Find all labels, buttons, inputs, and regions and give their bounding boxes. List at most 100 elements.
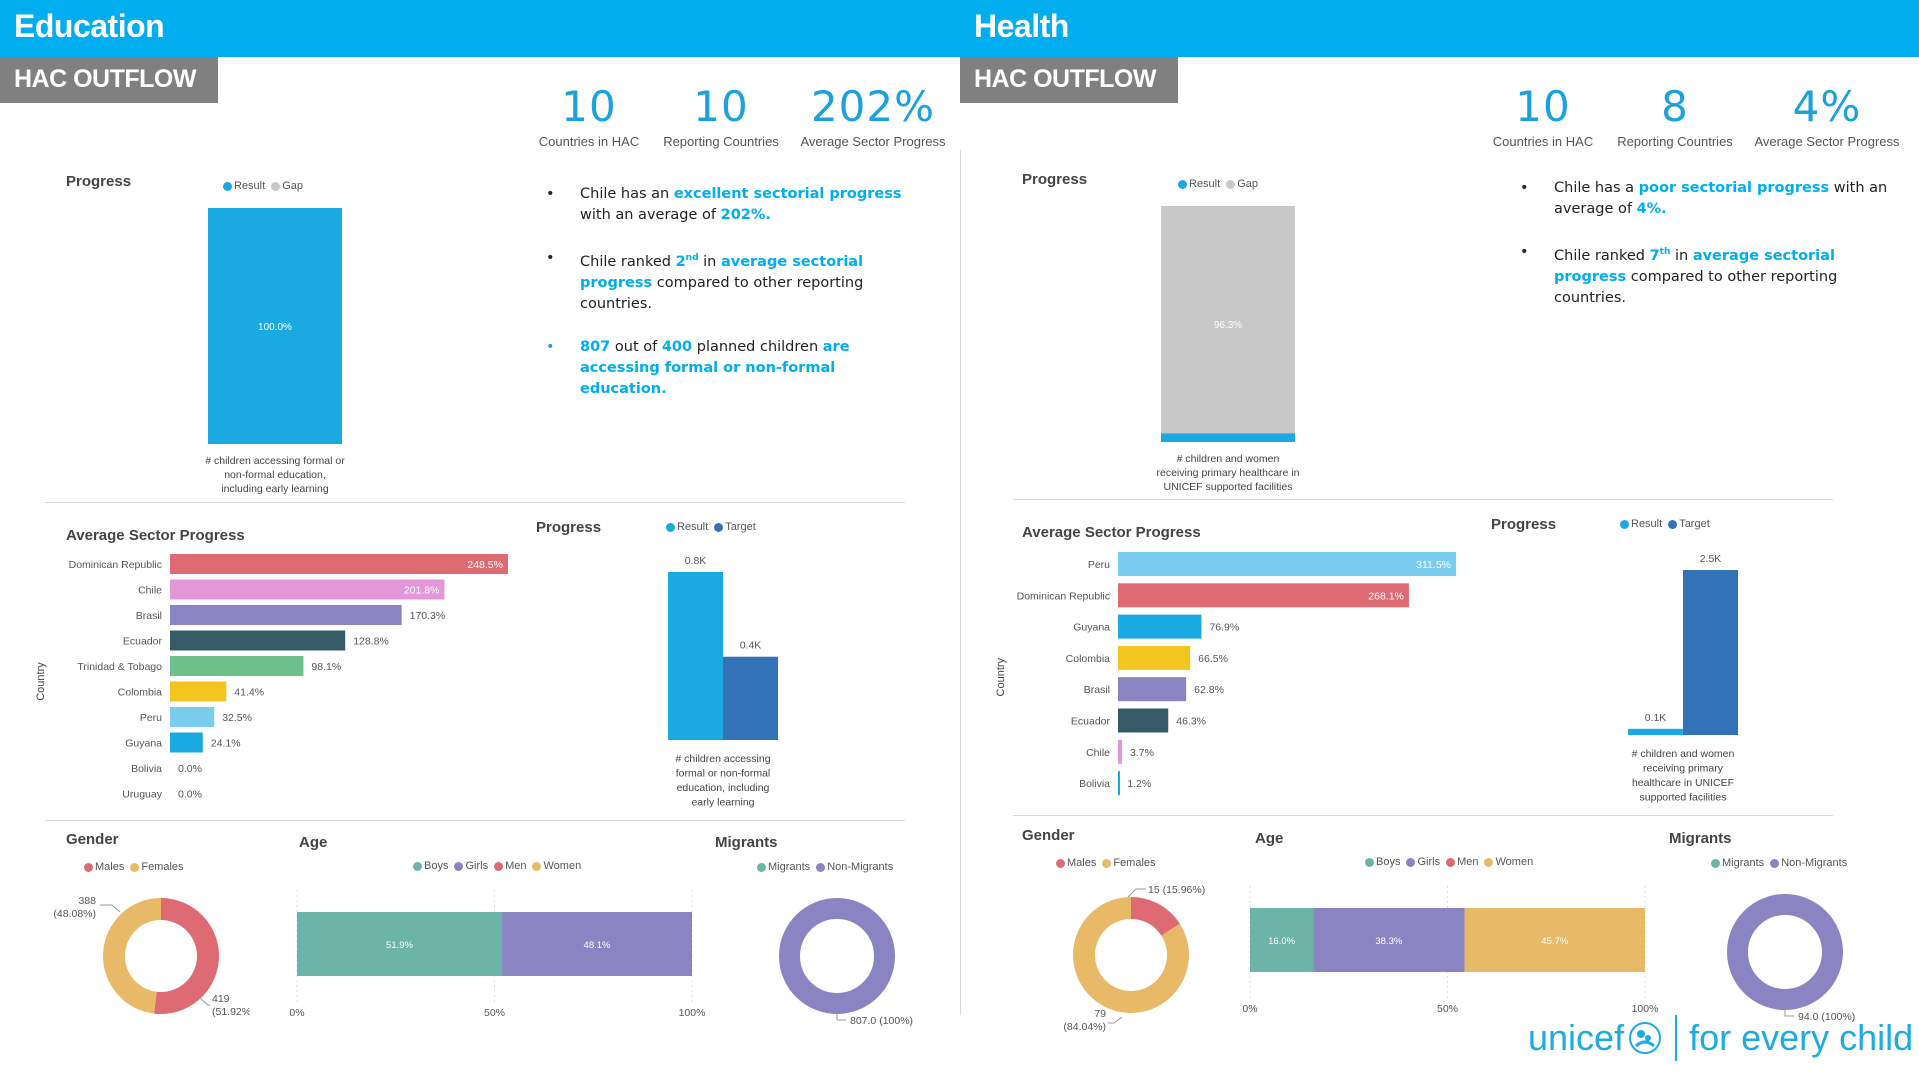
data-label: 79: [1094, 1008, 1106, 1020]
category-label: Guyana: [125, 738, 162, 750]
kpi-value: 10: [693, 82, 749, 131]
insight-bullet: 807 out of 400 planned children are acce…: [546, 337, 926, 400]
health-asp-chart: Country Peru 311.5% Dominican Republic 268.1…: [995, 552, 1456, 796]
data-label: 24.1%: [211, 738, 241, 750]
legend-label: Result: [1189, 178, 1221, 190]
legend-label: Girls: [1417, 856, 1441, 868]
category-label: Brasil: [136, 610, 162, 622]
education-insights: Chile has an excellent sectorial progres…: [546, 184, 926, 422]
rank-suffix: nd: [685, 253, 699, 263]
legend-item-women[interactable]: Women: [1484, 856, 1533, 868]
axis-caption: education, including: [677, 782, 770, 794]
unicef-logo: unicef for every child: [1528, 1015, 1913, 1061]
legend-dot: [271, 181, 281, 191]
data-label: 201.8%: [404, 585, 440, 597]
health-progress-title: Progress: [1022, 171, 1088, 188]
legend-item-target[interactable]: Target: [714, 521, 756, 533]
health-gender-donut: 15 (15.96%) 79(84.04%): [1063, 884, 1205, 1033]
legend-item-non-migrants[interactable]: Non-Migrants: [1770, 857, 1847, 869]
legend-label: Boys: [1376, 856, 1401, 868]
category-label: Trinidad & Tobago: [77, 661, 162, 673]
text: with an average of: [580, 207, 721, 223]
legend-item-females[interactable]: Females: [1102, 857, 1156, 869]
health-title: Health: [974, 8, 1069, 44]
legend-item-males[interactable]: Males: [1056, 857, 1096, 869]
health-gender-legend: Males Females: [1056, 857, 1156, 869]
bar: [1118, 645, 1191, 670]
legend-item-males[interactable]: Males: [84, 861, 124, 873]
category-label: Guyana: [1073, 622, 1110, 634]
axis-caption: formal or non-formal: [676, 768, 771, 780]
education-migrants-title: Migrants: [715, 834, 778, 851]
legend-item-men[interactable]: Men: [494, 860, 526, 872]
data-label: 45.7%: [1541, 936, 1568, 947]
panel-divider: [960, 150, 961, 1015]
legend-item-non-migrants[interactable]: Non-Migrants: [816, 861, 893, 873]
insight-bullet: Chile ranked 2nd in average sectorial pr…: [546, 248, 926, 315]
data-label: 419: [212, 993, 230, 1005]
bar: [170, 681, 227, 702]
legend-label: Girls: [465, 860, 489, 872]
legend-item-girls[interactable]: Girls: [1406, 856, 1440, 868]
donut-slice: [1073, 897, 1189, 1013]
legend-item-result[interactable]: Result: [666, 521, 708, 533]
category-label: Ecuador: [1071, 716, 1111, 728]
legend-item-result[interactable]: Result: [1178, 178, 1220, 190]
health-age-legend: Boys Girls Men Women: [1365, 856, 1533, 868]
legend-item-result[interactable]: Result: [223, 180, 265, 192]
insight-bullet: Chile has an excellent sectorial progres…: [546, 184, 926, 226]
data-label: 46.3%: [1176, 716, 1206, 728]
bar: [170, 605, 402, 625]
education-age-title: Age: [299, 834, 328, 851]
health-rt-legend: Result Target: [1620, 518, 1710, 530]
kpi-value: 8: [1661, 82, 1689, 131]
legend-label: Females: [141, 861, 184, 873]
legend-label: Women: [543, 860, 582, 872]
legend-label: Result: [1631, 518, 1663, 530]
legend-dot: [1446, 857, 1456, 867]
legend-item-migrants[interactable]: Migrants: [757, 861, 810, 873]
education-gender-legend: Males Females: [84, 861, 184, 873]
data-label: 311.5%: [1416, 559, 1451, 571]
legend-item-men[interactable]: Men: [1446, 856, 1478, 868]
data-label: 94.0 (100%): [1798, 1011, 1855, 1023]
bar-result: [208, 208, 342, 444]
insight-bullet: Chile has a poor sectorial progress with…: [1520, 178, 1900, 220]
data-label: 48.1%: [584, 940, 611, 951]
data-label: 170.3%: [410, 610, 446, 622]
tick-label: 0%: [1242, 1003, 1257, 1015]
legend-item-gap[interactable]: Gap: [1226, 178, 1258, 190]
legend-item-females[interactable]: Females: [130, 861, 184, 873]
legend-dot: [454, 861, 464, 871]
legend-item-girls[interactable]: Girls: [454, 860, 488, 872]
legend-item-result[interactable]: Result: [1620, 518, 1662, 530]
bar-result: [1628, 728, 1683, 735]
legend-label: Gap: [1237, 178, 1258, 190]
legend-item-boys[interactable]: Boys: [1365, 856, 1400, 868]
education-rt-legend: Result Target: [666, 521, 756, 533]
bar: [170, 732, 203, 753]
divider: [45, 820, 905, 821]
legend-item-target[interactable]: Target: [1668, 518, 1710, 530]
legend-item-boys[interactable]: Boys: [413, 860, 448, 872]
data-label: 807.0 (100%): [850, 1015, 913, 1027]
donut-slice: [1131, 897, 1180, 936]
kpi-value: 202%: [810, 82, 936, 131]
kpi-label: Reporting Countries: [663, 134, 779, 149]
insight-bullet: Chile ranked 7th in average sectorial pr…: [1520, 242, 1900, 309]
health-rt-title: Progress: [1491, 516, 1557, 533]
data-label: 32.5%: [222, 712, 252, 724]
education-asp-title: Average Sector Progress: [66, 527, 245, 544]
legend-item-women[interactable]: Women: [532, 860, 581, 872]
bar: [170, 630, 346, 651]
education-progress-chart: 100.0% # children accessing formal or non-…: [205, 208, 345, 495]
legend-item-migrants[interactable]: Migrants: [1711, 857, 1764, 869]
data-label: 98.1%: [311, 661, 341, 673]
category-label: Dominican Republic: [1017, 590, 1110, 602]
legend-dot: [1226, 179, 1236, 189]
donut-slice: [779, 898, 895, 1014]
highlight: average sectorial progress: [1554, 247, 1835, 285]
y-axis-label: Country: [995, 657, 1007, 696]
legend-item-gap[interactable]: Gap: [271, 180, 303, 192]
text: planned children: [692, 338, 823, 355]
